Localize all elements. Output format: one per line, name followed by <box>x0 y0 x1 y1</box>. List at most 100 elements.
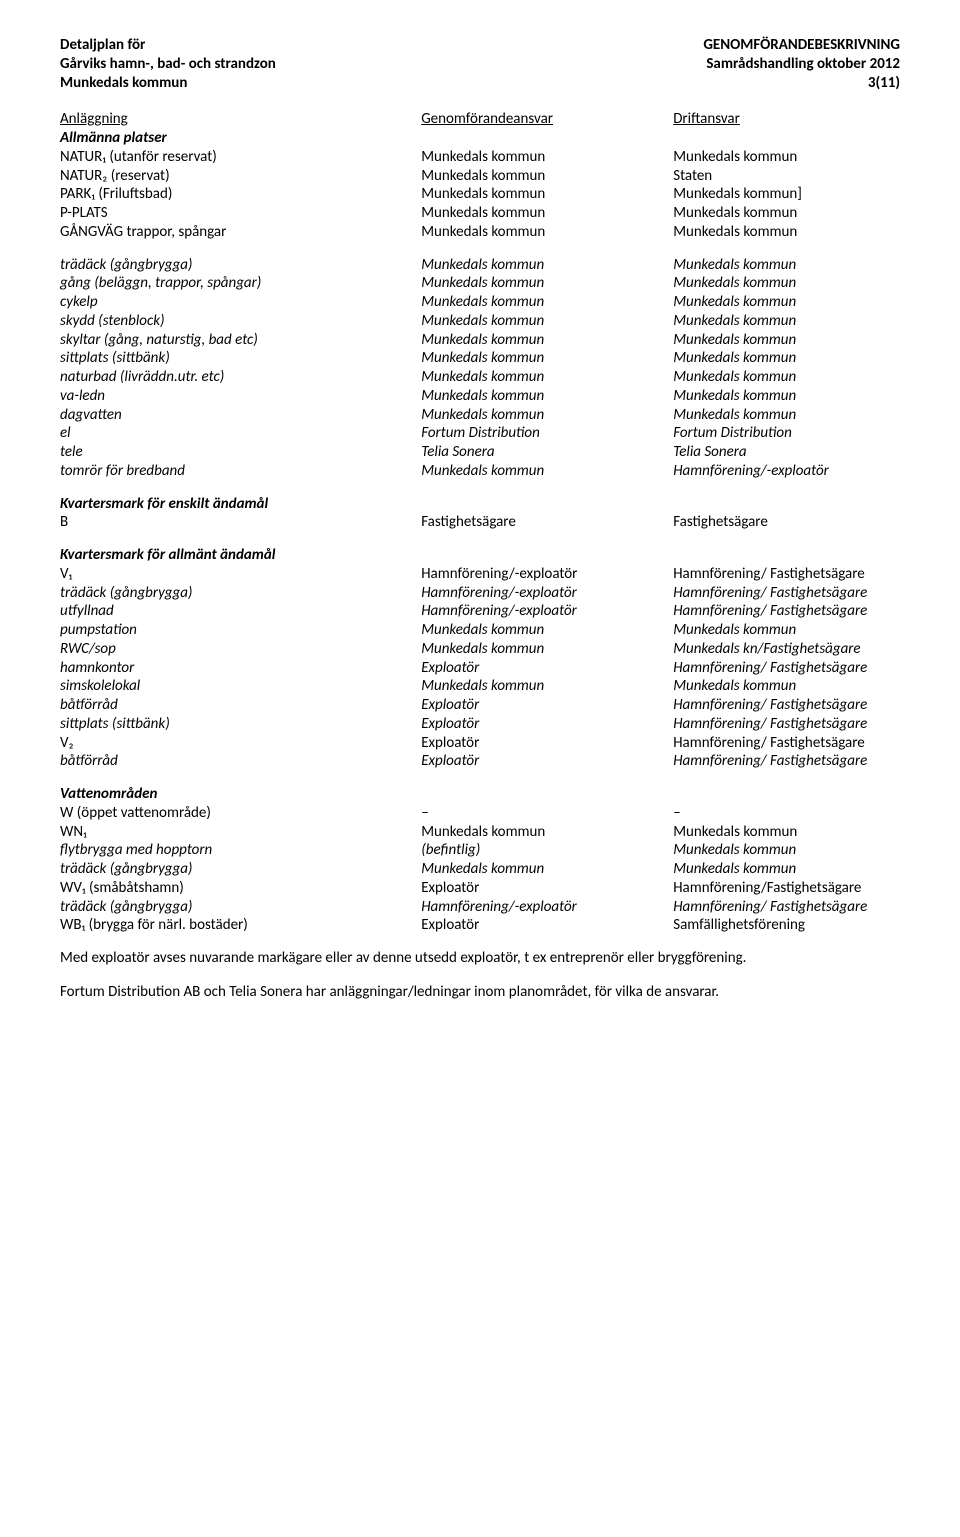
table-cell: Hamnförening/ Fastighetsägare <box>673 734 900 753</box>
table-cell: gång (beläggn, trappor, spångar) <box>60 274 421 293</box>
table-cell: Exploatör <box>421 879 673 898</box>
table-cell: hamnkontor <box>60 659 421 678</box>
table-row: NATUR₂ (reservat)Munkedals kommunStaten <box>60 167 900 186</box>
table-row: trädäck (gångbrygga)Hamnförening/-exploa… <box>60 584 900 603</box>
paragraph-1: Med exploatör avses nuvarande markägare … <box>60 949 900 968</box>
table-cell: trädäck (gångbrygga) <box>60 898 421 917</box>
table-cell: Exploatör <box>421 715 673 734</box>
header-right-line2: Samrådshandling oktober 2012 <box>703 55 900 74</box>
table-cell: Hamnförening/ Fastighetsägare <box>673 715 900 734</box>
table-cell: Hamnförening/ Fastighetsägare <box>673 898 900 917</box>
table-cell: Munkedals kommun <box>421 223 673 242</box>
table-cell: båtförråd <box>60 696 421 715</box>
table-cell: båtförråd <box>60 752 421 771</box>
table-row: flytbrygga med hopptorn(befintlig)Munked… <box>60 841 900 860</box>
table-cell: sittplats (sittbänk) <box>60 349 421 368</box>
table-cell: Hamnförening/-exploatör <box>421 898 673 917</box>
table-cell: Exploatör <box>421 916 673 935</box>
table-cell: Munkedals kommun <box>673 349 900 368</box>
table-cell: Munkedals kommun <box>673 148 900 167</box>
header-left-line1: Detaljplan för <box>60 36 276 55</box>
table-row: V₁Hamnförening/-exploatörHamnförening/ F… <box>60 565 900 584</box>
table-cell: Hamnförening/ Fastighetsägare <box>673 696 900 715</box>
table-row: sittplats (sittbänk)Munkedals kommunMunk… <box>60 349 900 368</box>
table-cell: Hamnförening/ Fastighetsägare <box>673 565 900 584</box>
table-cell: Munkedals kommun <box>421 387 673 406</box>
table-cell: W (öppet vattenområde) <box>60 804 421 823</box>
table-cell: Munkedals kommun <box>673 387 900 406</box>
table-cell: el <box>60 424 421 443</box>
table-cell: Munkedals kommun <box>673 256 900 275</box>
table-cell: dagvatten <box>60 406 421 425</box>
spacer-row <box>60 771 900 785</box>
table-cell: skyltar (gång, naturstig, bad etc) <box>60 331 421 350</box>
table-cell: va-ledn <box>60 387 421 406</box>
table-cell: Munkedals kommun <box>421 167 673 186</box>
table-cell: Samfällighetsförening <box>673 916 900 935</box>
table-cell: trädäck (gångbrygga) <box>60 256 421 275</box>
table-cell: Munkedals kommun <box>673 621 900 640</box>
table-cell: Hamnförening/ Fastighetsägare <box>673 752 900 771</box>
table-cell: Munkedals kommun] <box>673 185 900 204</box>
table-row: trädäck (gångbrygga)Hamnförening/-exploa… <box>60 898 900 917</box>
table-cell: flytbrygga med hopptorn <box>60 841 421 860</box>
spacer-cell <box>60 771 900 785</box>
table-cell: Fastighetsägare <box>673 513 900 532</box>
table-row: gång (beläggn, trappor, spångar)Munkedal… <box>60 274 900 293</box>
table-cell: WB₁ (brygga för närl. bostäder) <box>60 916 421 935</box>
header-right: GENOMFÖRANDEBESKRIVNING Samrådshandling … <box>703 36 900 92</box>
table-cell: Munkedals kommun <box>421 274 673 293</box>
table-cell: Munkedals kommun <box>673 223 900 242</box>
table-cell: Hamnförening/-exploatör <box>421 584 673 603</box>
header-left-line2: Gårviks hamn-, bad- och strandzon <box>60 55 276 74</box>
table-cell: Hamnförening/ Fastighetsägare <box>673 584 900 603</box>
table-row: elFortum DistributionFortum Distribution <box>60 424 900 443</box>
spacer-row <box>60 242 900 256</box>
header-right-line1: GENOMFÖRANDEBESKRIVNING <box>703 36 900 55</box>
table-cell: PARK₁ (Friluftsbad) <box>60 185 421 204</box>
table-row: naturbad (livräddn.utr. etc)Munkedals ko… <box>60 368 900 387</box>
table-row: trädäck (gångbrygga)Munkedals kommunMunk… <box>60 256 900 275</box>
table-cell: WN₁ <box>60 823 421 842</box>
table-row: skyltar (gång, naturstig, bad etc) Munked… <box>60 331 900 350</box>
table-cell: naturbad (livräddn.utr. etc) <box>60 368 421 387</box>
table-row: W (öppet vattenområde)–– <box>60 804 900 823</box>
table-cell: Hamnförening/-exploatör <box>673 462 900 481</box>
header-left: Detaljplan för Gårviks hamn-, bad- och s… <box>60 36 276 92</box>
table-row: tomrör för bredbandMunkedals kommunHamnf… <box>60 462 900 481</box>
table-cell: Munkedals kommun <box>421 256 673 275</box>
table-row: skydd (stenblock)Munkedals kommunMunkeda… <box>60 312 900 331</box>
header-right-line3: 3(11) <box>703 74 900 93</box>
table-row: sittplats (sittbänk)ExploatörHamnförenin… <box>60 715 900 734</box>
section-title: Allmänna platser <box>60 129 900 148</box>
table-cell: Munkedals kommun <box>673 331 900 350</box>
table-cell: Hamnförening/ Fastighetsägare <box>673 659 900 678</box>
table-cell: – <box>421 804 673 823</box>
table-cell: cykelp <box>60 293 421 312</box>
section-title: Kvartersmark för allmänt ändamål <box>60 546 900 565</box>
spacer-cell <box>60 242 900 256</box>
table-cell: Hamnförening/-exploatör <box>421 565 673 584</box>
table-cell: trädäck (gångbrygga) <box>60 860 421 879</box>
table-cell: Munkedals kommun <box>421 148 673 167</box>
table-cell: skydd (stenblock) <box>60 312 421 331</box>
table-cell: Munkedals kommun <box>421 462 673 481</box>
table-cell: (befintlig) <box>421 841 673 860</box>
table-cell: trädäck (gångbrygga) <box>60 584 421 603</box>
table-row: pumpstationMunkedals kommunMunkedals kom… <box>60 621 900 640</box>
page-header: Detaljplan för Gårviks hamn-, bad- och s… <box>60 36 900 92</box>
section-title: Vattenområden <box>60 785 900 804</box>
table-cell: V₂ <box>60 734 421 753</box>
table-row: RWC/sopMunkedals kommunMunkedals kn/Fast… <box>60 640 900 659</box>
table-row: cykelpMunkedals kommunMunkedals kommun <box>60 293 900 312</box>
table-cell: – <box>673 804 900 823</box>
col-header-2: Genomförandeansvar <box>421 110 673 129</box>
table-row: båtförrådExploatörHamnförening/ Fastighe… <box>60 752 900 771</box>
table-row: P-PLATSMunkedals kommunMunkedals kommun <box>60 204 900 223</box>
table-cell: Munkedals kommun <box>421 185 673 204</box>
table-cell: Munkedals kommun <box>673 677 900 696</box>
table-row: WV₁ (småbåtshamn)ExploatörHamnförening/F… <box>60 879 900 898</box>
table-cell: Exploatör <box>421 734 673 753</box>
spacer-row <box>60 532 900 546</box>
table-cell: Exploatör <box>421 752 673 771</box>
